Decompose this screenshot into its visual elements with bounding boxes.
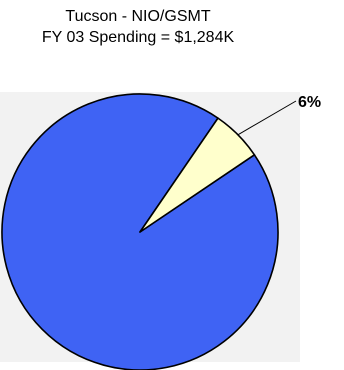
chart-subtitle: FY 03 Spending = $1,284K <box>41 29 235 46</box>
pie-labels: 6% <box>237 94 321 136</box>
chart-title: Tucson - NIO/GSMT <box>65 8 211 25</box>
slice-data-label: 6% <box>298 94 321 111</box>
pie-slices <box>1 93 279 370</box>
label-leader-line <box>237 100 297 136</box>
chart-title-block: Tucson - NIO/GSMT FY 03 Spending = $1,28… <box>0 6 276 48</box>
